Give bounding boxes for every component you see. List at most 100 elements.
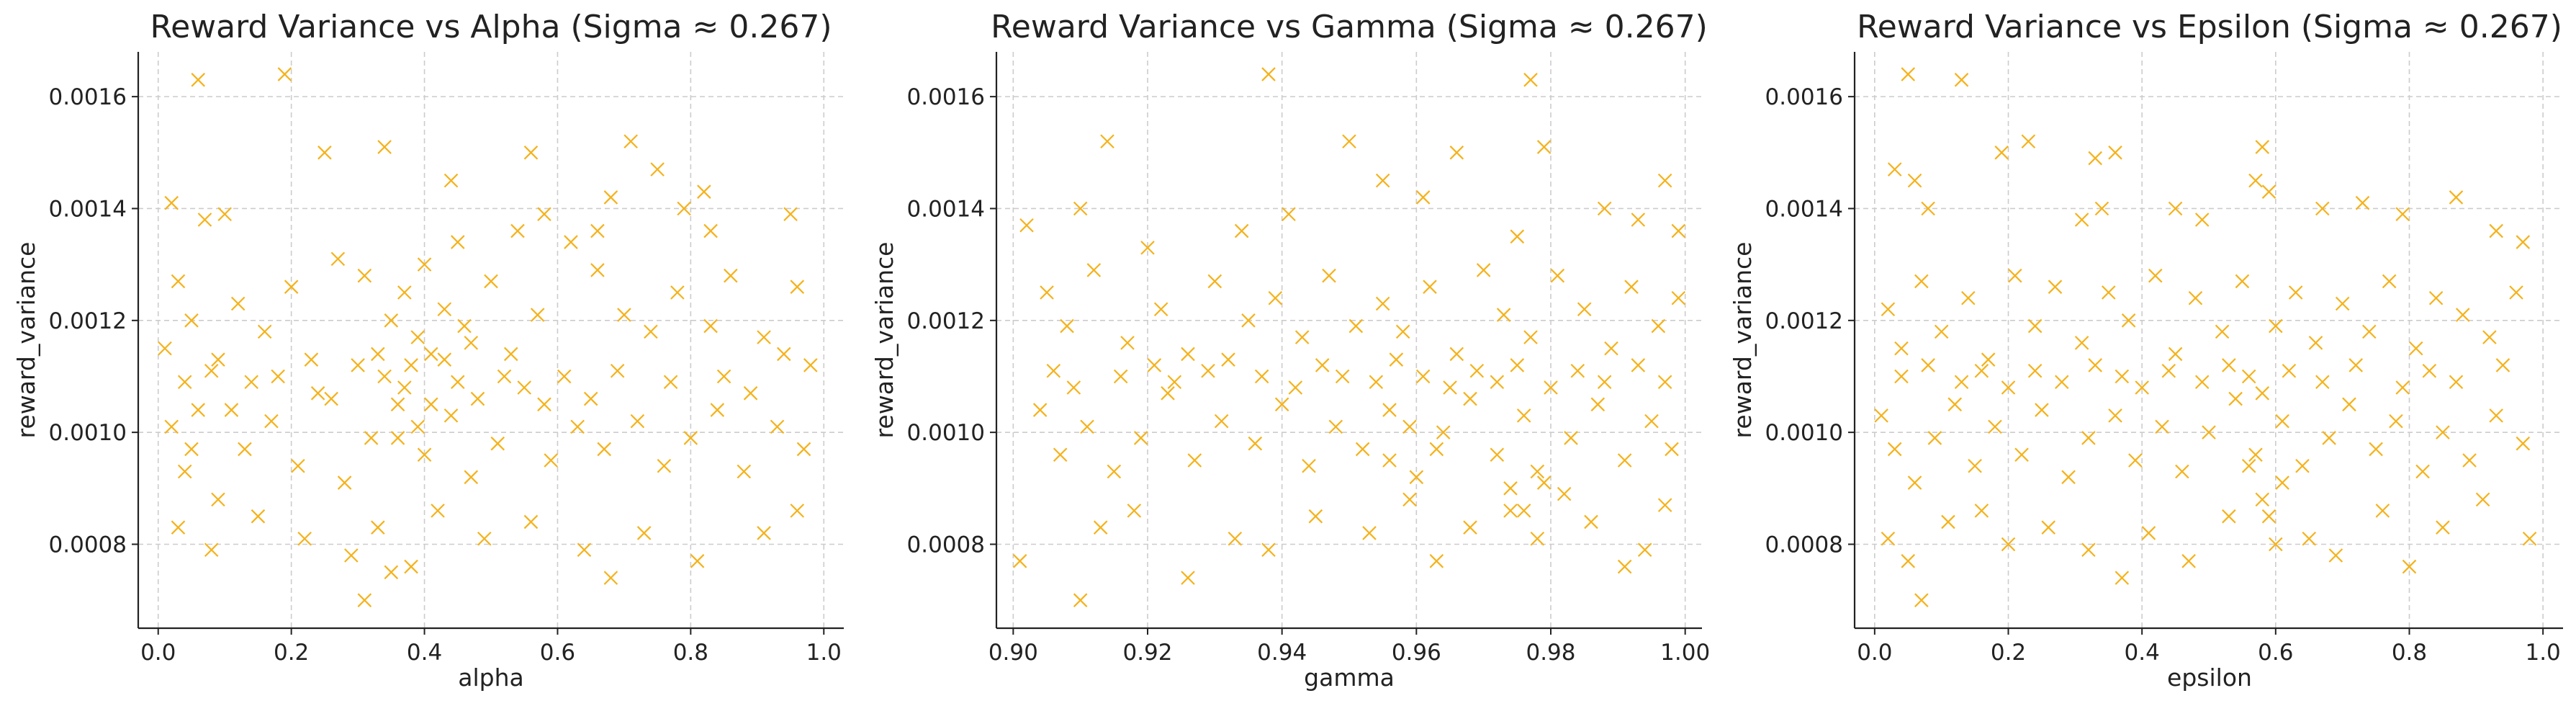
scatter-point	[204, 363, 219, 378]
scatter-point	[437, 302, 452, 317]
scatter-point	[2035, 403, 2049, 417]
scatter-point	[1914, 274, 1929, 289]
scatter-point	[2175, 464, 2189, 479]
scatter-point	[1147, 358, 1162, 372]
scatter-point	[1066, 380, 1081, 395]
scatter-point	[217, 207, 232, 222]
scatter-point	[318, 146, 332, 160]
scatter-point	[2436, 425, 2450, 439]
scatter-point	[1597, 201, 1612, 216]
scatter-point	[2202, 425, 2216, 439]
scatter-point	[1100, 134, 1114, 149]
scatter-point	[1914, 593, 1929, 607]
scatter-point	[2455, 308, 2470, 322]
scatter-point	[1153, 302, 1168, 317]
scatter-point	[2335, 296, 2350, 311]
scatter-point	[557, 369, 572, 384]
scatter-point	[297, 531, 312, 546]
scatter-point	[1988, 419, 2002, 434]
scatter-point	[2315, 375, 2330, 390]
scatter-point	[1510, 229, 1525, 244]
scatter-point	[2489, 223, 2503, 238]
scatter-point	[1881, 531, 1896, 546]
scatter-series	[1012, 67, 1686, 607]
scatter-point	[2001, 537, 2016, 552]
scatter-point	[610, 363, 625, 378]
subplot-gamma: Reward Variance vs Gamma (Sigma ≈ 0.267)…	[870, 9, 1710, 692]
scatter-point	[1228, 531, 1243, 546]
scatter-point	[2248, 447, 2263, 463]
scatter-point	[390, 397, 405, 412]
scatter-point	[1423, 280, 1437, 294]
x-tick-label: 0.2	[274, 640, 309, 666]
y-axis-label: reward_variance	[12, 242, 40, 439]
scatter-point	[2261, 509, 2276, 524]
scatter-point	[1557, 486, 1572, 501]
scatter-point	[291, 458, 305, 473]
y-tick-label: 0.0016	[1765, 84, 1843, 110]
scatter-point	[2115, 571, 2130, 585]
scatter-point	[1490, 447, 1505, 463]
scatter-point	[530, 308, 545, 322]
scatter-point	[537, 397, 551, 412]
scatter-point	[2302, 531, 2317, 546]
scatter-point	[443, 408, 459, 423]
scatter-point	[2395, 207, 2410, 222]
scatter-point	[344, 548, 359, 563]
scatter-point	[1510, 358, 1525, 372]
scatter-point	[1073, 593, 1088, 607]
x-tick-label: 0.90	[988, 640, 1038, 666]
scatter-point	[1375, 296, 1390, 311]
scatter-point	[257, 324, 272, 339]
scatter-point	[2108, 146, 2122, 160]
scatter-point	[2081, 431, 2096, 445]
scatter-point	[644, 324, 658, 339]
scatter-point	[2255, 140, 2270, 154]
scatter-point	[490, 436, 505, 451]
y-tick-label: 0.0010	[1765, 420, 1843, 446]
scatter-point	[1530, 464, 1545, 479]
scatter-point	[1617, 559, 1632, 574]
scatter-point	[1631, 358, 1646, 372]
scatter-point	[510, 223, 525, 238]
x-tick-label: 0.4	[2125, 640, 2160, 666]
scatter-point	[2188, 290, 2203, 305]
scatter-point	[803, 358, 818, 372]
scatter-point	[1282, 207, 1296, 222]
scatter-point	[2355, 195, 2370, 210]
scatter-point	[364, 431, 379, 445]
scatter-point	[1429, 554, 1444, 568]
scatter-point	[1369, 375, 1384, 390]
scatter-point	[1894, 369, 1909, 384]
scatter-point	[2402, 559, 2417, 574]
y-tick-label: 0.0014	[1765, 196, 1843, 222]
scatter-point	[351, 358, 365, 372]
scatter-point	[2482, 330, 2497, 344]
scatter-point	[2048, 280, 2063, 294]
scatter-point	[2194, 375, 2210, 390]
scatter-point	[2348, 358, 2364, 372]
scatter-point	[1234, 223, 1249, 238]
scatter-point	[357, 593, 372, 607]
scatter-point	[244, 375, 258, 390]
scatter-point	[184, 313, 199, 328]
scatter-point	[743, 386, 758, 401]
scatter-point	[590, 223, 605, 238]
scatter-point	[1665, 442, 1679, 457]
scatter-point	[1961, 290, 1976, 305]
scatter-point	[1617, 453, 1632, 468]
scatter-point	[1261, 542, 1276, 558]
scatter-point	[1536, 475, 1552, 490]
scatter-point	[477, 531, 492, 546]
scatter-point	[517, 380, 532, 395]
scatter-point	[437, 352, 452, 367]
scatter-point	[1395, 324, 1410, 339]
scatter-point	[1261, 67, 1276, 81]
scatter-point	[1241, 313, 1256, 328]
scatter-point	[2449, 375, 2464, 390]
scatter-point	[2522, 531, 2537, 546]
scatter-point	[1490, 375, 1505, 390]
scatter-point	[1536, 140, 1552, 154]
scatter-point	[158, 341, 172, 356]
